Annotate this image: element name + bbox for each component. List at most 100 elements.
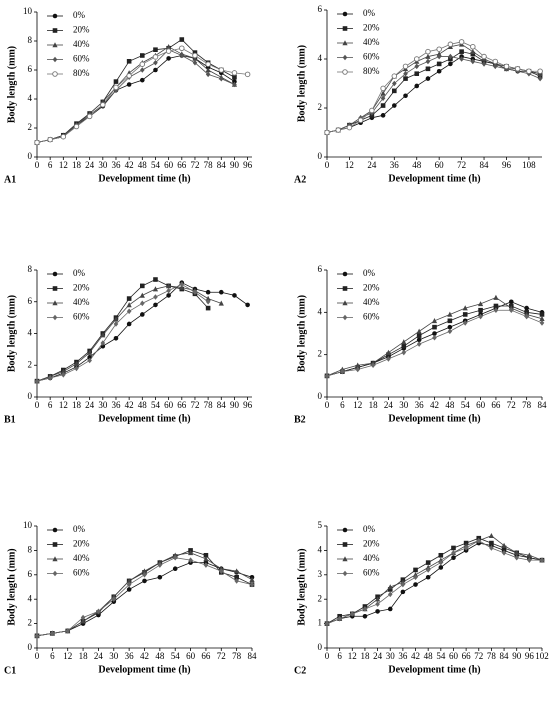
marker [205,298,211,305]
marker [400,589,406,595]
legend-label: 40% [73,39,90,49]
y-tick-label: 10 [23,6,33,16]
x-tick-label: 66 [177,400,187,410]
marker [374,596,381,602]
marker [514,554,520,561]
y-tick-label: 6 [28,296,33,306]
marker [451,545,456,551]
marker [179,45,185,52]
x-tick-label: 30 [399,400,409,410]
marker [126,302,132,308]
marker [96,608,101,615]
x-tick-label: 72 [457,160,466,170]
x-tick-label: 72 [190,160,199,170]
x-tick-label: 72 [190,400,199,410]
x-tick-label: 0 [35,651,40,661]
y-axis-label: Body length (mm) [296,45,307,122]
x-tick-label: 48 [412,160,422,170]
x-tick-label: 18 [72,400,82,410]
x-tick-label: 18 [79,651,89,661]
panel-label: B1 [4,414,16,425]
x-tick-label: 24 [85,160,95,170]
panel-label: C1 [4,665,16,676]
panel-label: A1 [4,174,16,185]
x-tick-label: 18 [369,400,379,410]
x-tick-label: 66 [491,400,501,410]
y-axis-label: Body length (mm) [6,46,17,123]
y-tick-label: 2 [318,102,323,112]
marker [470,51,476,57]
marker [403,76,408,81]
marker [539,312,545,317]
x-tick-label: 30 [109,651,119,661]
y-axis-label: Body length (mm) [6,548,17,625]
x-tick-label: 12 [348,651,357,661]
marker [342,11,348,17]
marker [342,556,348,562]
y-tick-label: 6 [318,4,323,14]
marker [172,554,178,561]
marker [218,568,224,574]
marker [152,286,159,292]
marker [492,58,499,65]
marker [402,63,409,70]
x-tick-label: 66 [201,651,211,661]
y-tick-label: 0 [28,642,33,652]
x-axis-label: Development time (h) [388,664,480,675]
y-tick-label: 4 [318,544,323,554]
marker [481,61,487,67]
legend-label: 60% [73,568,90,578]
x-tick-label: 36 [111,400,121,410]
legend-label: 0% [73,524,86,534]
x-tick-label: 102 [535,651,549,661]
marker [526,552,532,558]
marker [205,295,211,301]
marker [476,537,482,544]
x-tick-label: 24 [373,651,383,661]
marker [126,82,132,87]
marker [413,582,418,587]
marker [126,73,132,79]
marker [52,28,58,33]
marker [462,320,468,326]
marker [52,71,58,77]
x-tick-label: 42 [411,651,420,661]
marker [342,527,348,533]
marker [416,341,422,347]
marker [355,366,361,373]
x-tick-label: 84 [217,160,227,170]
y-tick-label: 5 [318,520,323,530]
x-axis-label: Development time (h) [98,173,190,184]
series-line [36,55,235,143]
x-axis-label: Development time (h) [388,173,480,184]
x-tick-label: 30 [98,400,108,410]
marker [438,559,444,566]
marker [140,77,145,83]
x-tick-label: 30 [386,651,396,661]
series-line [326,535,543,624]
y-tick-label: 4 [28,328,33,338]
series-line [36,283,209,382]
marker [80,614,86,621]
marker [153,59,158,66]
marker [413,56,420,62]
x-tick-label: 6 [48,160,53,170]
y-tick-label: 2 [318,349,323,359]
marker [387,584,393,590]
marker [192,289,198,296]
marker [524,313,529,320]
marker [153,67,158,73]
marker [113,321,119,327]
legend-label: 40% [363,297,380,307]
y-tick-label: 0 [318,151,323,161]
marker [126,581,132,588]
x-tick-label: 12 [345,160,354,170]
x-tick-label: 12 [353,400,362,410]
marker [459,56,464,62]
marker [403,70,408,77]
marker [192,59,198,66]
marker [126,321,132,327]
marker [370,362,376,369]
marker [140,312,145,317]
